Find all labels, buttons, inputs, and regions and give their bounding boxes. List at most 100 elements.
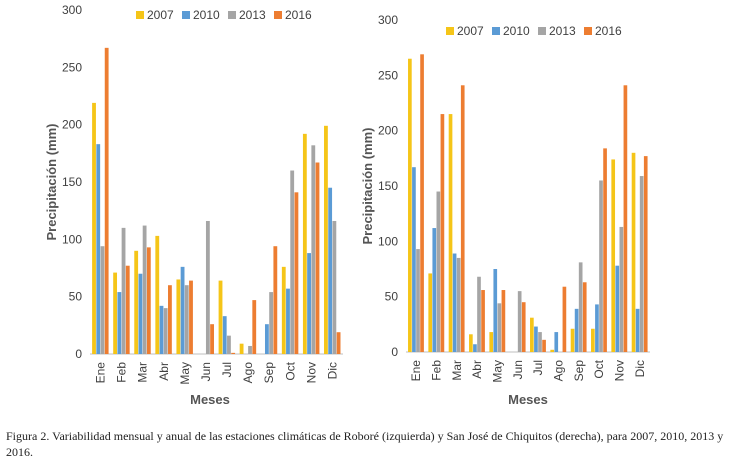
x-category-label: Jun <box>199 362 213 381</box>
bar-2016-Oct <box>294 192 299 354</box>
y-tick-label: 200 <box>378 124 398 138</box>
legend-swatch-2010 <box>182 11 190 19</box>
bar-2016-Ene <box>420 54 424 353</box>
y-tick-label: 50 <box>385 290 399 304</box>
bar-2013-Dic <box>639 176 644 352</box>
bar-2013-Sep <box>578 262 583 352</box>
bar-2013-May <box>497 303 502 352</box>
y-tick-label: 150 <box>378 179 398 193</box>
x-category-label: Mar <box>450 360 464 381</box>
x-category-label: Ene <box>94 362 108 384</box>
chart-left: 0 50 100 150 200 250 300 Ene Feb Mar Abr May Jun Jul A… <box>44 3 343 407</box>
bar-2013-May <box>184 285 189 354</box>
bar-2010-Dic <box>328 187 333 354</box>
bar-2007-Abr <box>155 235 160 354</box>
x-axis-title: Meses <box>508 392 548 407</box>
bar-2016-Ago <box>252 300 257 354</box>
bar-2013-Mar <box>142 225 147 354</box>
x-category-label: Abr <box>470 360 484 379</box>
bar-2013-Ene <box>416 249 420 352</box>
bar-2010-Ago <box>554 332 559 352</box>
bar-2010-Mar <box>138 273 143 354</box>
bar-2010-Oct <box>286 288 290 354</box>
bar-2013-Jul <box>227 335 231 354</box>
x-category-label: Feb <box>430 360 444 381</box>
legend-swatch-2007 <box>136 11 144 19</box>
x-axis-title: Meses <box>190 392 230 407</box>
bar-2016-Oct <box>603 148 607 352</box>
bar-2013-Dic <box>332 220 337 354</box>
y-axis-title: Precipitación (mm) <box>44 123 59 240</box>
bar-2010-Feb <box>117 292 122 354</box>
bar-2010-Sep <box>574 308 579 352</box>
legend-label: 2016 <box>595 24 622 38</box>
y-tick-label: 200 <box>62 118 82 132</box>
bar-2007-Abr <box>469 334 473 352</box>
bar-2013-Nov <box>619 226 624 352</box>
x-category-label: Oct <box>592 359 606 378</box>
bar-2007-Nov <box>302 133 307 354</box>
bar-2013-Oct <box>599 180 603 352</box>
x-category-label: Sep <box>262 362 276 384</box>
bar-2010-Abr <box>473 344 477 352</box>
bar-2007-Nov <box>611 159 616 352</box>
legend-swatch-2010 <box>492 27 500 35</box>
bar-2016-Jun <box>210 324 214 354</box>
bar-2016-Ago <box>562 286 567 352</box>
figure-charts: 0 50 100 150 200 250 300 Ene Feb Mar Abr May Jun Jul A… <box>44 3 650 407</box>
bar-2013-Abr <box>477 276 481 352</box>
bar-2016-Nov <box>623 85 628 352</box>
y-tick-label: 250 <box>62 60 82 74</box>
bar-2007-Mar <box>448 114 453 352</box>
x-category-label: Dic <box>633 360 647 377</box>
bar-2013-Abr <box>163 308 168 354</box>
legend-swatch-2016 <box>584 27 592 35</box>
x-category-label: May <box>491 360 505 383</box>
x-category-label: Ago <box>552 360 566 382</box>
bar-2007-Feb <box>428 273 433 352</box>
y-tick-label: 100 <box>62 232 82 246</box>
bar-2010-Ene <box>412 167 416 352</box>
bar-2016-Sep <box>273 246 278 354</box>
bar-2010-Sep <box>264 324 269 354</box>
bar-2016-Mar <box>146 247 151 354</box>
bar-2016-May <box>189 280 193 354</box>
bar-2013-Feb <box>121 227 126 354</box>
x-category-label: Jun <box>511 360 525 379</box>
bar-2016-Jun <box>521 302 526 352</box>
bar-2016-May <box>501 290 506 352</box>
legend-label: 2010 <box>503 24 530 38</box>
bar-2007-May <box>489 332 494 352</box>
bar-2007-May <box>176 279 181 354</box>
x-category-label: Mar <box>136 362 150 383</box>
bar-2007-Dic <box>324 125 328 354</box>
y-tick-label: 150 <box>62 175 82 189</box>
legend-label: 2013 <box>549 24 576 38</box>
bar-2010-May <box>180 266 185 354</box>
bar-2010-Nov <box>307 253 311 354</box>
bar-2016-Feb <box>125 265 130 354</box>
y-tick-label: 0 <box>391 345 398 359</box>
bar-2007-Oct <box>591 328 595 352</box>
x-category-label: May <box>178 362 192 385</box>
y-tick-label: 250 <box>378 68 398 82</box>
bar-2016-Mar <box>460 85 465 352</box>
bar-2007-Jul <box>530 317 534 352</box>
x-category-label: Dic <box>325 362 339 379</box>
bar-2013-Ene <box>100 246 105 354</box>
x-category-label: Oct <box>283 361 297 380</box>
x-category-label: Sep <box>572 360 586 382</box>
y-axis-title: Precipitación (mm) <box>360 127 375 244</box>
legend-label: 2007 <box>147 8 174 22</box>
bar-2016-Ene <box>104 47 109 355</box>
bar-2013-Nov <box>311 145 316 354</box>
bar-2016-Feb <box>440 114 445 352</box>
y-tick-label: 300 <box>62 3 82 17</box>
bar-2010-Jul <box>534 326 538 352</box>
x-category-label: Ene <box>409 360 423 382</box>
bar-2007-Mar <box>134 250 139 354</box>
bar-2007-Ene <box>92 102 96 354</box>
bar-2007-Feb <box>113 272 118 354</box>
y-tick-label: 300 <box>378 13 398 27</box>
legend-swatch-2013 <box>538 27 546 35</box>
